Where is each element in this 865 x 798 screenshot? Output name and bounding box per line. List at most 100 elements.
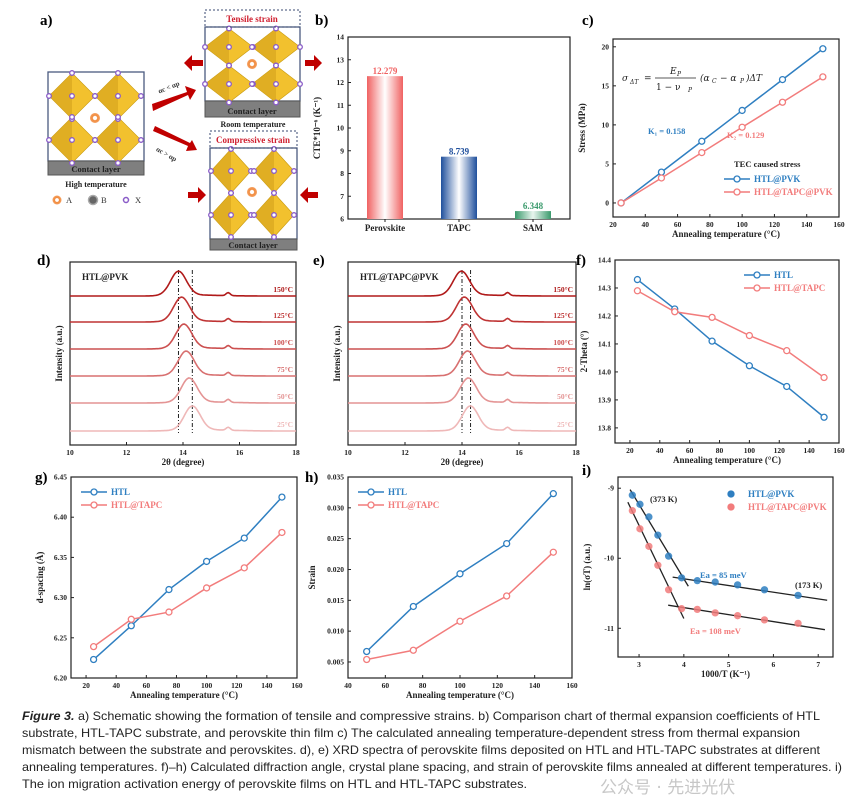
annotation: (173 K) [795, 580, 822, 590]
x-tick-label: 18 [572, 448, 580, 457]
chart-e: 10 12 14 16 18 2θ (degree) Intensity (a.u.) 150… [332, 261, 580, 467]
atom-x [92, 93, 98, 99]
atom-x [226, 44, 232, 50]
atom-x [291, 168, 297, 174]
svg-text:E: E [669, 67, 677, 77]
x-tick-label: 120 [492, 681, 504, 690]
trace-temperature-label: 75°C [557, 365, 573, 374]
data-point [654, 531, 662, 539]
arrow-right-icon [305, 55, 322, 71]
panel-label-g: g) [35, 470, 48, 486]
legend-marker-icon [727, 503, 735, 511]
x-tick-label: 12 [123, 448, 131, 457]
y-tick-label: 0.020 [327, 565, 344, 574]
x-tick-label: 140 [261, 681, 273, 690]
atom-x [249, 44, 255, 50]
data-point [698, 137, 706, 145]
watermark: 公众号 · 先进光伏 [600, 778, 735, 798]
atom-x [273, 81, 279, 87]
legend-marker-icon [753, 271, 761, 279]
y-tick-label: 6.20 [54, 674, 67, 683]
y-tick-label: 14.4 [598, 256, 611, 265]
category-label: TAPC [447, 223, 471, 233]
series-line [636, 278, 825, 418]
data-point [636, 500, 644, 508]
compressive-strain-label: Compressive strain [216, 135, 290, 145]
data-point [633, 275, 642, 284]
perovskite-lattice [208, 146, 298, 251]
atom-x [228, 190, 234, 196]
y-axis-label: 2-Theta (°) [579, 331, 589, 373]
y-tick-label: 10 [337, 124, 345, 133]
x-tick-label: 6 [772, 660, 776, 669]
y-tick-label: 12 [337, 78, 345, 87]
trace-temperature-label: 150°C [273, 285, 293, 294]
atom-a [247, 59, 257, 69]
series-line [620, 48, 824, 204]
legend-label-b: B [101, 195, 107, 205]
x-tick-label: 40 [344, 681, 352, 690]
x-tick-label: 140 [801, 220, 813, 229]
panel-label-f: f) [576, 253, 586, 269]
x-axis-label: Annealing temperature (°C) [130, 690, 238, 700]
atom-x [69, 70, 75, 76]
series-line [366, 551, 554, 661]
trace-temperature-label: 50°C [277, 392, 293, 401]
x-tick-label: 40 [112, 681, 120, 690]
y-axis-label: Strain [307, 565, 317, 589]
atom-a [90, 113, 100, 123]
xrd-trace [70, 323, 296, 350]
data-point [89, 655, 98, 664]
y-tick-label: 0.005 [327, 657, 344, 666]
atom-x [115, 70, 121, 76]
x-tick-label: 160 [291, 681, 303, 690]
x-tick-label: 120 [769, 220, 781, 229]
svg-text:(α: (α [700, 73, 710, 84]
x-tick-label: 4 [682, 660, 686, 669]
atom-x [291, 212, 297, 218]
x-axis-label: Annealing temperature (°C) [672, 229, 780, 239]
category-label: SAM [523, 223, 544, 233]
data-point [657, 174, 666, 182]
legend-marker-icon [90, 501, 98, 509]
atom-x [115, 93, 121, 99]
legend-label: HTL [111, 487, 130, 497]
x-axis-label: Annealing temperature (°C) [673, 455, 781, 465]
data-point [671, 308, 679, 316]
x-tick-label: 16 [515, 448, 523, 457]
data-point [645, 542, 653, 550]
y-tick-label: 14.3 [598, 283, 611, 292]
data-point [760, 586, 769, 594]
trace-temperature-label: 150°C [553, 285, 573, 294]
data-point [664, 552, 673, 560]
data-point [363, 647, 371, 656]
data-point [819, 73, 827, 81]
annotation: Ea = 108 meV [690, 626, 742, 636]
trace-temperature-label: 75°C [277, 365, 293, 374]
atom-x [273, 44, 279, 50]
arrow-to-compressive-icon [153, 126, 197, 151]
bar-value-label: 8.739 [449, 147, 470, 157]
data-point [738, 123, 746, 131]
svg-text:σ: σ [622, 74, 629, 84]
data-point [778, 75, 787, 84]
chart-i: -11 -10 -9 3 4 5 6 7 1000/T (K⁻¹) ln(σT) (a.u.) HT… [582, 476, 834, 679]
x-tick-label: 100 [737, 220, 749, 229]
legend-label: HTL [388, 487, 407, 497]
legend-label: HTL@PVK [748, 489, 794, 499]
xrd-trace [70, 405, 296, 432]
atom-x [226, 62, 232, 69]
legend-marker-icon [733, 188, 741, 196]
data-point [503, 539, 511, 548]
x-tick-label: 20 [609, 220, 617, 229]
perovskite-lattice [46, 70, 145, 176]
y-tick-label: 11 [337, 101, 344, 110]
x-tick-label: 160 [566, 681, 578, 690]
y-axis-label: Stress (MPa) [577, 103, 587, 153]
strain-schematic: Tensile strain Compressive strain Contac… [46, 9, 322, 251]
y-tick-label: -10 [604, 554, 614, 563]
legend-label: HTL@TAPC@PVK [754, 187, 833, 197]
x-axis-label: 2θ (degree) [162, 457, 205, 467]
x-tick-label: 5 [727, 660, 731, 669]
data-point [89, 642, 98, 651]
